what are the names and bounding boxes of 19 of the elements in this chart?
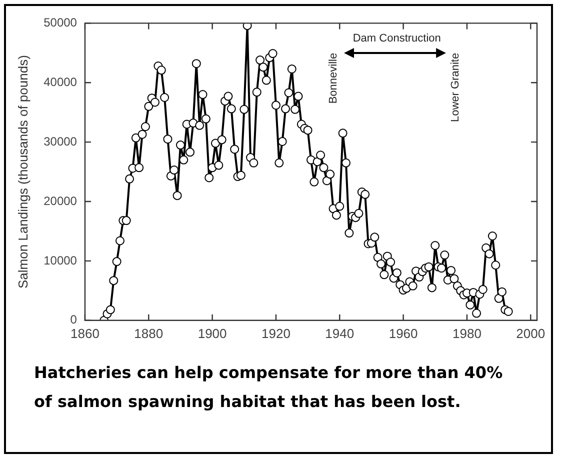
x-tick-label: 1900 (198, 326, 227, 341)
annotation: Bonneville (328, 52, 340, 104)
text: Hatcheries can help compensate for more than 40% of salmon spawning habitat that has been lost. (34, 362, 504, 413)
y-tick-label: 0 (70, 312, 78, 327)
y-tick-label: 20000 (44, 194, 78, 208)
y-tick-label: 50000 (44, 16, 78, 30)
x-tick-label: 1940 (325, 326, 354, 341)
y-tick-label: 30000 (44, 134, 78, 148)
annotation: Dam Construction (352, 32, 441, 45)
x-tick-label: 1880 (134, 326, 164, 341)
y-axis-title: Salmon Landings (thousands of pounds) (15, 55, 30, 289)
annotation: Lower Granite (450, 52, 462, 122)
x-tick-label: 1980 (452, 326, 482, 341)
y-tick-label: 10000 (44, 253, 78, 268)
x-tick-label: 1920 (262, 326, 290, 341)
x-tick-label: 1860 (70, 326, 100, 341)
x-tick-label: 1960 (388, 326, 418, 341)
y-tick-label: 40000 (44, 74, 78, 89)
x-tick-label: 2000 (516, 326, 546, 341)
